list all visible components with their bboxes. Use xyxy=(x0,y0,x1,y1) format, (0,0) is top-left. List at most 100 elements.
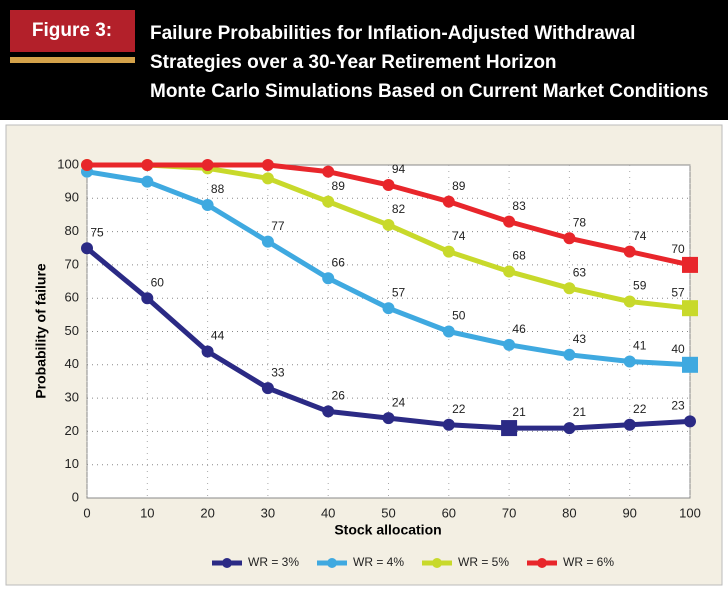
x-tick-label: 50 xyxy=(381,505,395,520)
point-marker xyxy=(261,172,274,185)
point-marker xyxy=(322,272,335,285)
value-label: 77 xyxy=(271,219,285,233)
point-marker xyxy=(201,159,214,171)
value-label: 24 xyxy=(392,395,406,409)
value-label: 26 xyxy=(332,389,346,403)
value-label: 43 xyxy=(573,332,587,346)
point-marker xyxy=(201,345,214,358)
point-marker xyxy=(623,245,636,258)
value-label: 75 xyxy=(90,225,104,239)
y-tick-label: 20 xyxy=(65,423,79,438)
point-marker xyxy=(682,256,698,273)
title-line: Monte Carlo Simulations Based on Current… xyxy=(150,81,708,102)
x-tick-label: 90 xyxy=(622,505,636,520)
point-marker xyxy=(503,265,516,278)
x-tick-label: 70 xyxy=(502,505,516,520)
value-label: 74 xyxy=(452,229,466,243)
point-marker xyxy=(322,405,335,418)
value-label: 78 xyxy=(573,215,587,229)
point-marker xyxy=(322,165,335,178)
point-marker xyxy=(563,422,576,435)
figure-label: Figure 3: xyxy=(32,20,112,41)
x-tick-label: 100 xyxy=(679,505,701,520)
value-label: 41 xyxy=(633,339,647,353)
point-marker xyxy=(623,355,636,368)
value-label: 89 xyxy=(452,179,466,193)
legend-swatch-marker xyxy=(537,558,547,568)
legend-swatch-marker xyxy=(327,558,337,568)
point-marker xyxy=(261,382,274,395)
point-marker xyxy=(442,325,455,338)
point-marker xyxy=(503,215,516,228)
title-line: Strategies over a 30-Year Retirement Hor… xyxy=(150,52,557,73)
point-marker xyxy=(442,195,455,208)
legend-label: WR = 5% xyxy=(458,555,509,569)
legend-swatch-marker xyxy=(222,558,232,568)
value-label: 60 xyxy=(151,275,165,289)
value-label: 50 xyxy=(452,309,466,323)
point-marker xyxy=(623,418,636,431)
value-label: 57 xyxy=(671,285,685,299)
value-label: 33 xyxy=(271,365,285,379)
value-label: 23 xyxy=(671,399,685,413)
y-tick-label: 100 xyxy=(57,156,79,171)
value-label: 63 xyxy=(573,265,587,279)
value-label: 94 xyxy=(392,162,406,176)
point-marker xyxy=(563,232,576,245)
x-tick-label: 0 xyxy=(83,505,90,520)
point-marker xyxy=(81,159,93,171)
value-label: 74 xyxy=(633,229,647,243)
x-tick-label: 80 xyxy=(562,505,576,520)
y-tick-label: 0 xyxy=(72,489,79,504)
value-label: 59 xyxy=(633,279,647,293)
y-tick-label: 70 xyxy=(65,256,79,271)
y-tick-label: 60 xyxy=(65,290,79,305)
x-axis-title: Stock allocation xyxy=(334,522,441,538)
x-tick-label: 10 xyxy=(140,505,154,520)
value-label: 68 xyxy=(512,249,526,263)
point-marker xyxy=(141,159,154,171)
point-marker xyxy=(623,295,636,308)
value-label: 88 xyxy=(211,182,225,196)
x-tick-label: 20 xyxy=(200,505,214,520)
point-marker xyxy=(382,412,395,425)
y-tick-label: 80 xyxy=(65,223,79,238)
legend-label: WR = 4% xyxy=(353,555,404,569)
y-tick-label: 50 xyxy=(65,323,79,338)
point-marker xyxy=(563,348,576,361)
legend-label: WR = 3% xyxy=(248,555,299,569)
point-marker xyxy=(141,292,154,305)
point-marker xyxy=(261,235,274,248)
value-label: 21 xyxy=(573,405,587,419)
value-label: 82 xyxy=(392,202,406,216)
point-marker xyxy=(81,242,93,255)
point-marker xyxy=(382,178,395,191)
value-label: 57 xyxy=(392,285,406,299)
point-marker xyxy=(684,415,696,428)
point-marker xyxy=(503,338,516,351)
value-label: 89 xyxy=(332,179,346,193)
point-marker xyxy=(563,282,576,295)
legend-swatch-marker xyxy=(432,558,442,568)
value-label: 70 xyxy=(671,242,685,256)
value-label: 22 xyxy=(633,402,647,416)
point-marker xyxy=(682,300,698,317)
point-marker xyxy=(382,218,395,231)
value-label: 46 xyxy=(512,322,526,336)
point-marker xyxy=(382,302,395,315)
legend: WR = 3% WR = 4% WR = 5% WR = 6% xyxy=(212,555,614,569)
value-label: 66 xyxy=(332,255,346,269)
value-label: 44 xyxy=(211,329,225,343)
title-line: Failure Probabilities for Inflation-Adju… xyxy=(150,23,635,44)
y-tick-label: 90 xyxy=(65,190,79,205)
point-marker xyxy=(322,195,335,208)
value-label: 83 xyxy=(512,199,526,213)
legend-label: WR = 6% xyxy=(563,555,614,569)
point-marker xyxy=(201,198,214,211)
x-tick-label: 40 xyxy=(321,505,335,520)
value-label: 22 xyxy=(452,402,466,416)
x-tick-label: 60 xyxy=(442,505,456,520)
y-tick-label: 30 xyxy=(65,390,79,405)
